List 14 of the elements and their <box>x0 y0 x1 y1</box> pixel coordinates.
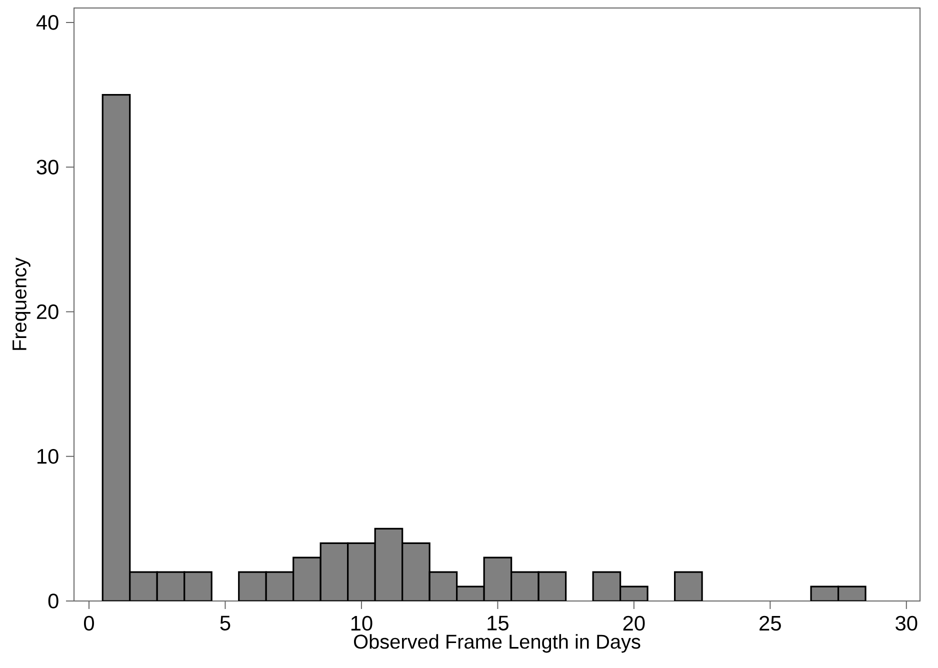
x-tick-label: 25 <box>760 616 781 631</box>
x-tick-label: 0 <box>84 616 94 631</box>
y-tick-label: 10 <box>37 448 58 464</box>
x-tick-label: 5 <box>220 616 230 630</box>
x-tick-label: 20 <box>623 616 645 631</box>
y-tick-label: 20 <box>36 304 58 320</box>
x-axis-title: Observed Frame Length in Days <box>354 634 640 653</box>
x-tick-label: 10 <box>351 616 372 631</box>
y-axis-title: Frequency <box>12 257 30 350</box>
y-tick-label: 40 <box>36 15 58 30</box>
y-tick-label: 30 <box>36 160 58 174</box>
x-tick-label: 30 <box>896 616 918 631</box>
y-tick-label: 0 <box>48 594 58 608</box>
x-tick-label: 15 <box>488 616 508 630</box>
